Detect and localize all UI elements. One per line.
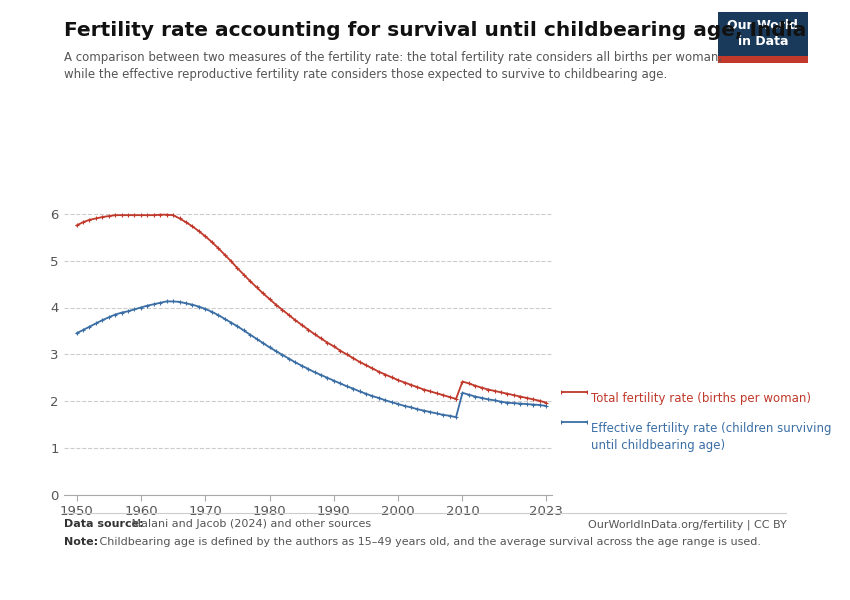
Text: Data source:: Data source: [64, 519, 144, 529]
Text: Malani and Jacob (2024) and other sources: Malani and Jacob (2024) and other source… [128, 519, 371, 529]
Bar [718, 56, 808, 63]
Text: Total fertility rate (births per woman): Total fertility rate (births per woman) [591, 392, 811, 405]
Text: OurWorldInData.org/fertility | CC BY: OurWorldInData.org/fertility | CC BY [587, 519, 786, 529]
Text: Fertility rate accounting for survival until childbearing age, India: Fertility rate accounting for survival u… [64, 21, 806, 40]
Text: Our World: Our World [728, 19, 798, 32]
Text: A comparison between two measures of the fertility rate: the total fertility rat: A comparison between two measures of the… [64, 51, 722, 81]
Text: Childbearing age is defined by the authors as 15–49 years old, and the average s: Childbearing age is defined by the autho… [96, 537, 761, 547]
Text: Effective fertility rate (children surviving
until childbearing age): Effective fertility rate (children survi… [591, 422, 831, 452]
Text: Note:: Note: [64, 537, 98, 547]
Text: in Data: in Data [738, 35, 788, 48]
